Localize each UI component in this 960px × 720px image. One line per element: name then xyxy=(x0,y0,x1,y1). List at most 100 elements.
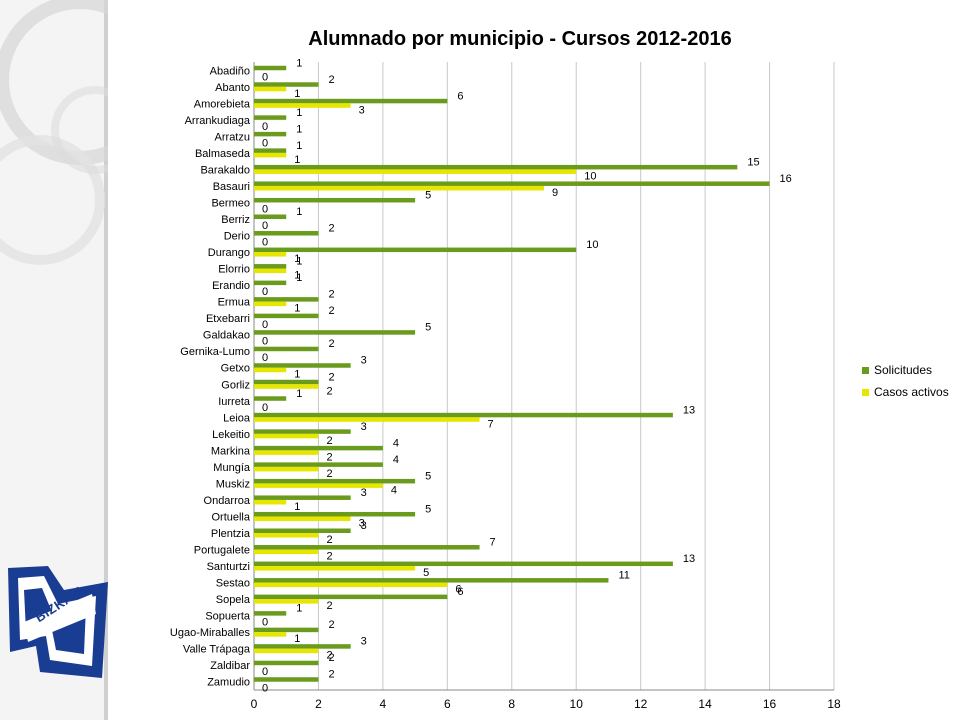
data-label-casos-activos: 0 xyxy=(262,683,268,695)
data-label-solicitudes: 3 xyxy=(361,421,367,433)
bar-solicitudes xyxy=(254,528,351,533)
x-tick-label: 0 xyxy=(251,697,258,711)
data-label-casos-activos: 5 xyxy=(423,567,429,579)
category-label: Santurtzi xyxy=(207,561,250,573)
data-label-casos-activos: 3 xyxy=(359,104,365,116)
bar-casos-activos xyxy=(254,301,287,307)
legend-swatch xyxy=(862,367,869,374)
data-label-casos-activos: 1 xyxy=(294,270,300,282)
data-label-casos-activos: 2 xyxy=(326,451,332,463)
category-label: Gernika-Lumo xyxy=(180,346,250,358)
bar-solicitudes xyxy=(254,561,673,567)
bar-solicitudes xyxy=(254,214,287,219)
data-label-casos-activos: 0 xyxy=(262,286,268,298)
data-label-solicitudes: 16 xyxy=(780,173,792,185)
x-tick-label: 18 xyxy=(827,697,841,711)
bar-casos-activos xyxy=(254,103,351,108)
data-label-solicitudes: 2 xyxy=(328,669,334,681)
category-label: Ugao-Miraballes xyxy=(170,627,251,639)
data-label-solicitudes: 1 xyxy=(296,256,302,268)
data-label-solicitudes: 1 xyxy=(296,107,302,119)
data-label-casos-activos: 0 xyxy=(262,137,268,149)
x-tick-label: 12 xyxy=(634,697,648,711)
bar-solicitudes xyxy=(254,478,416,484)
bar-solicitudes xyxy=(254,363,351,368)
x-tick-label: 2 xyxy=(315,697,322,711)
category-label: Lekeitio xyxy=(212,429,250,441)
bar-solicitudes xyxy=(254,495,351,500)
bar-casos-activos xyxy=(254,516,351,521)
category-label: Durango xyxy=(208,247,250,259)
category-label: Barakaldo xyxy=(200,164,250,176)
category-label: Getxo xyxy=(221,363,250,375)
bar-casos-activos xyxy=(254,549,319,555)
bar-casos-activos xyxy=(254,499,287,505)
category-label: Amorebieta xyxy=(194,98,251,110)
category-label: Muskiz xyxy=(216,478,250,490)
bar-solicitudes xyxy=(254,280,287,286)
data-label-casos-activos: 1 xyxy=(294,369,300,381)
data-label-solicitudes: 4 xyxy=(393,437,399,449)
data-label-solicitudes: 3 xyxy=(361,520,367,532)
bar-casos-activos xyxy=(254,417,480,422)
bar-solicitudes xyxy=(254,115,287,120)
bar-casos-activos xyxy=(254,582,448,588)
data-label-solicitudes: 2 xyxy=(328,289,334,301)
category-label: Ermua xyxy=(218,297,251,309)
bar-solicitudes xyxy=(254,462,383,467)
bar-solicitudes xyxy=(254,660,319,666)
category-label: Balmaseda xyxy=(195,148,251,160)
bar-casos-activos xyxy=(254,268,287,274)
bar-casos-activos xyxy=(254,185,544,191)
category-label: Galdakao xyxy=(203,330,250,342)
data-label-casos-activos: 1 xyxy=(294,501,300,513)
data-label-solicitudes: 2 xyxy=(328,223,334,235)
category-label: Sestao xyxy=(216,578,250,590)
category-label: Abanto xyxy=(215,82,250,94)
data-label-solicitudes: 7 xyxy=(490,537,496,549)
category-label: Arratzu xyxy=(215,131,250,143)
data-label-casos-activos: 7 xyxy=(488,418,494,430)
data-label-solicitudes: 15 xyxy=(747,156,759,168)
category-label: Erandio xyxy=(212,280,250,292)
data-label-solicitudes: 5 xyxy=(425,470,431,482)
bar-solicitudes xyxy=(254,429,351,434)
data-label-solicitudes: 5 xyxy=(425,322,431,334)
bar-solicitudes xyxy=(254,264,287,269)
data-label-solicitudes: 1 xyxy=(296,603,302,615)
bar-solicitudes xyxy=(254,181,770,186)
data-label-casos-activos: 0 xyxy=(262,402,268,414)
category-label: Elorrio xyxy=(218,264,250,276)
data-label-solicitudes: 3 xyxy=(361,487,367,499)
category-label: Ortuella xyxy=(211,511,250,523)
data-label-solicitudes: 3 xyxy=(361,636,367,648)
bar-casos-activos xyxy=(254,384,319,389)
category-label: Portugalete xyxy=(194,545,250,557)
legend-label: Solicitudes xyxy=(874,363,932,377)
data-label-solicitudes: 1 xyxy=(296,140,302,152)
bar-solicitudes xyxy=(254,379,319,385)
bar-solicitudes xyxy=(254,578,609,583)
data-label-solicitudes: 2 xyxy=(328,338,334,350)
bar-casos-activos xyxy=(254,367,287,373)
bar-casos-activos xyxy=(254,152,287,158)
data-label-casos-activos: 1 xyxy=(294,154,300,166)
category-label: Iurreta xyxy=(218,396,251,408)
category-label: Basauri xyxy=(213,181,250,193)
category-label: Plentzia xyxy=(211,528,251,540)
bar-solicitudes xyxy=(254,197,416,203)
data-label-casos-activos: 2 xyxy=(326,385,332,397)
category-label: Zaldibar xyxy=(210,660,250,672)
data-label-solicitudes: 2 xyxy=(328,305,334,317)
bar-solicitudes xyxy=(254,247,577,253)
data-label-casos-activos: 0 xyxy=(262,666,268,678)
data-label-casos-activos: 2 xyxy=(326,650,332,662)
category-label: Derio xyxy=(224,231,250,243)
data-label-casos-activos: 0 xyxy=(262,319,268,331)
bar-solicitudes xyxy=(254,313,319,319)
category-label: Markina xyxy=(211,445,251,457)
data-label-casos-activos: 1 xyxy=(294,88,300,100)
data-label-solicitudes: 1 xyxy=(296,272,302,284)
data-label-solicitudes: 10 xyxy=(586,239,598,251)
bar-solicitudes xyxy=(254,445,383,451)
